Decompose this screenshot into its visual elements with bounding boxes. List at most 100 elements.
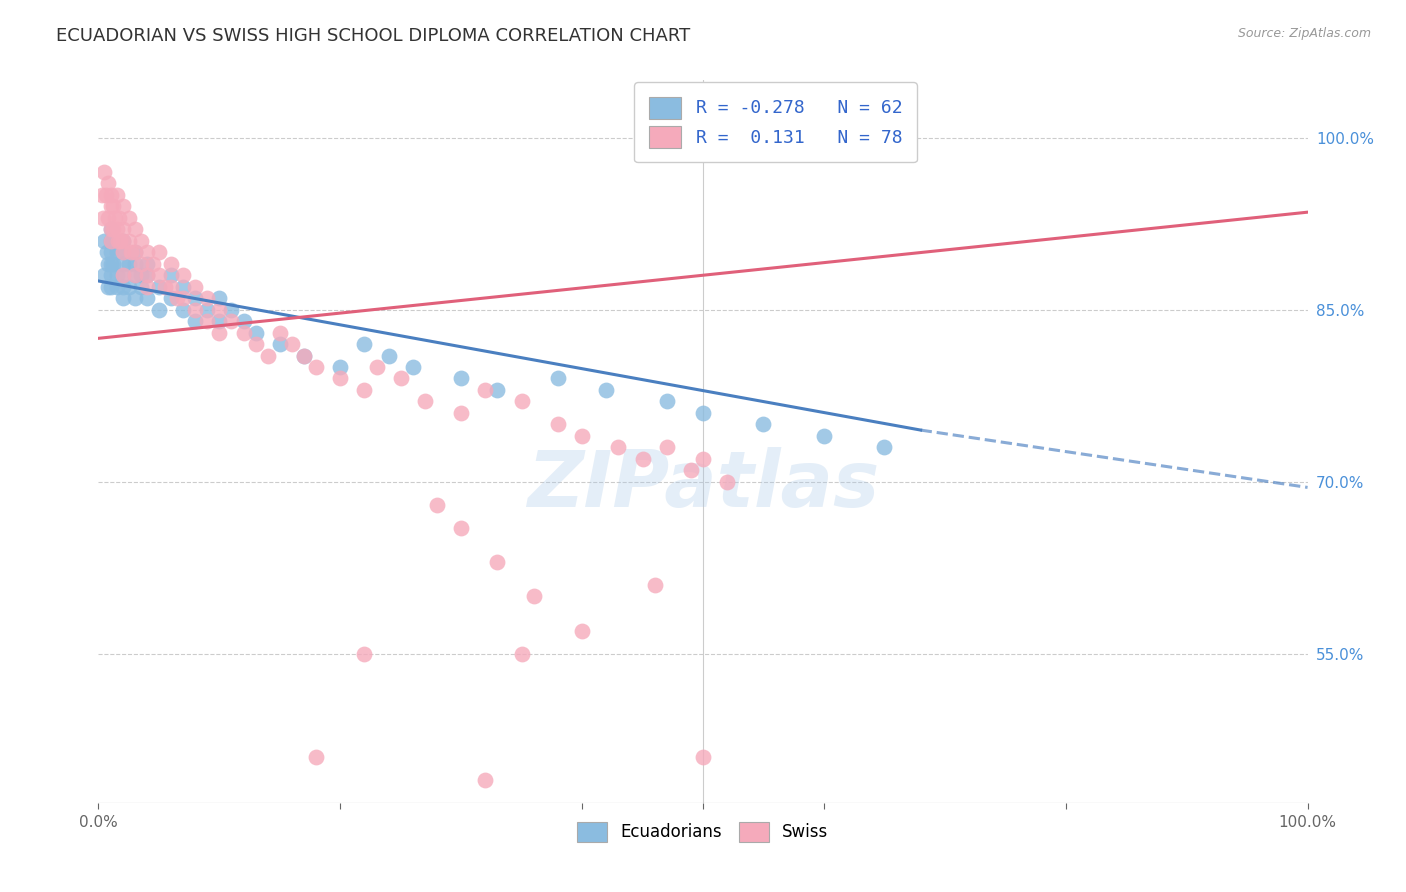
Point [120,245,142,260]
Point [571,624,593,638]
Point [100,257,122,271]
Point [571,429,593,443]
Point [100,234,122,248]
Point [679,463,702,477]
Point [281,337,304,351]
Point [644,578,666,592]
Point [595,383,617,397]
Point [486,383,509,397]
Point [111,268,134,283]
Text: Source: ZipAtlas.com: Source: ZipAtlas.com [1237,27,1371,40]
Point [93,165,115,179]
Point [752,417,775,432]
Point [510,647,533,661]
Point [166,291,188,305]
Point [91,211,114,225]
Point [124,245,146,260]
Point [245,337,267,351]
Point [692,750,714,764]
Point [118,279,141,293]
Point [486,555,509,569]
Point [100,268,122,283]
Point [111,234,134,248]
Point [107,234,129,248]
Point [160,291,183,305]
Point [245,326,267,340]
Point [184,279,207,293]
Point [124,268,146,283]
Point [104,211,127,225]
Point [129,257,152,271]
Point [474,772,496,787]
Point [96,245,118,260]
Point [172,279,194,293]
Point [135,268,157,283]
Point [111,257,134,271]
Legend: Ecuadorians, Swiss: Ecuadorians, Swiss [571,815,835,848]
Point [655,440,678,454]
Point [94,188,117,202]
Point [292,349,315,363]
Point [232,326,254,340]
Point [111,234,134,248]
Point [111,245,134,260]
Point [100,234,122,248]
Point [221,302,243,317]
Text: ZIPatlas: ZIPatlas [527,447,879,523]
Point [450,406,472,420]
Point [105,222,128,236]
Point [172,302,194,317]
Point [100,222,122,236]
Point [118,257,141,271]
Point [101,222,124,236]
Point [111,199,134,213]
Point [655,394,678,409]
Point [101,234,124,248]
Point [208,291,231,305]
Point [195,314,218,328]
Point [172,291,194,305]
Point [153,279,176,293]
Text: ECUADORIAN VS SWISS HIGH SCHOOL DIPLOMA CORRELATION CHART: ECUADORIAN VS SWISS HIGH SCHOOL DIPLOMA … [56,27,690,45]
Point [135,268,157,283]
Point [93,234,115,248]
Point [269,337,291,351]
Point [100,199,122,213]
Point [232,841,254,855]
Point [135,279,157,293]
Point [292,349,315,363]
Point [184,314,207,328]
Point [105,188,128,202]
Point [111,245,134,260]
Point [353,337,375,351]
Point [118,234,141,248]
Point [450,371,472,385]
Point [108,211,131,225]
Point [389,371,412,385]
Point [124,222,146,236]
Point [353,647,375,661]
Point [305,750,328,764]
Point [160,268,183,283]
Point [510,394,533,409]
Point [547,417,569,432]
Point [221,314,243,328]
Point [129,234,152,248]
Point [129,279,152,293]
Point [377,349,399,363]
Point [108,234,131,248]
Point [184,302,207,317]
Point [124,257,146,271]
Point [100,222,122,236]
Point [353,383,375,397]
Point [523,590,546,604]
Point [232,314,254,328]
Point [97,211,120,225]
Point [692,451,714,466]
Point [101,257,124,271]
Point [124,245,146,260]
Point [813,429,835,443]
Point [111,268,134,283]
Point [148,279,170,293]
Point [135,245,157,260]
